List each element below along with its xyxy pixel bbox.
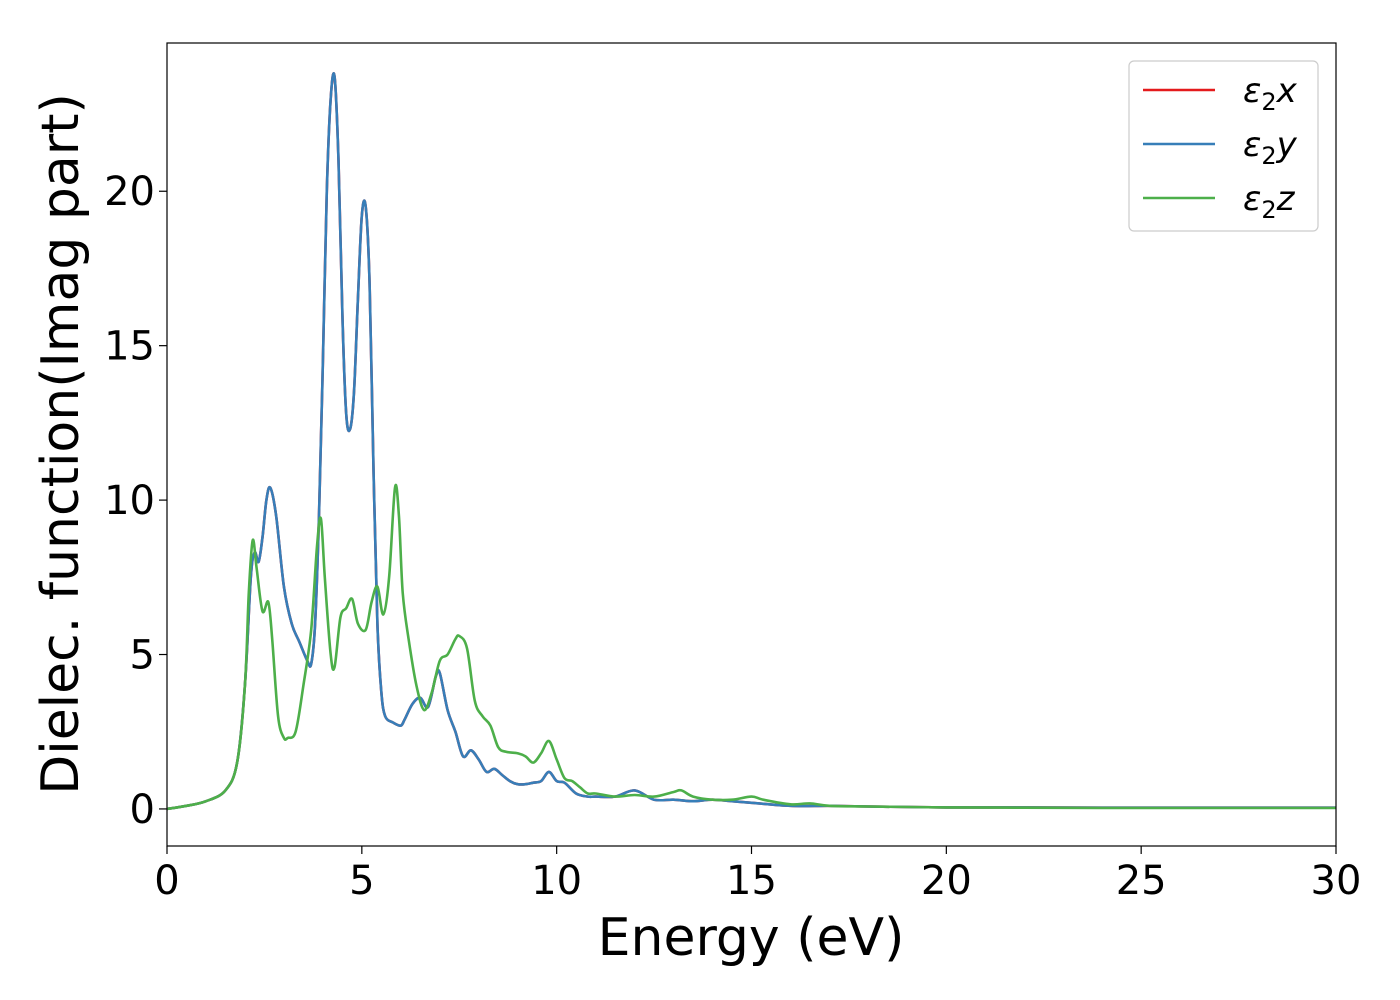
x-tick-label: 0 — [154, 858, 179, 904]
x-tick-label: 15 — [726, 858, 777, 904]
x-tick-label: 10 — [531, 858, 582, 904]
y-tick-label: 20 — [104, 169, 155, 215]
x-tick-label: 5 — [349, 858, 374, 904]
legend-label-z: ε2z — [1243, 179, 1296, 224]
x-tick-label: 25 — [1116, 858, 1167, 904]
legend-label-x: ε2x — [1243, 71, 1298, 116]
series-layer — [167, 72, 1336, 811]
y-tick-label: 0 — [130, 787, 155, 833]
legend-box — [1128, 60, 1319, 232]
y-axis-label: Dielec. function(Imag part) — [31, 93, 91, 795]
y-tick-label: 10 — [104, 478, 155, 524]
legend-label-y: ε2y — [1243, 125, 1298, 170]
x-axis-label: Energy (eV) — [598, 908, 905, 968]
legend: ε2x ε2y ε2z — [1128, 60, 1319, 232]
series-line-z — [167, 483, 1336, 811]
series-line-y — [167, 72, 1336, 811]
x-tick-label: 30 — [1311, 858, 1362, 904]
x-axis: 0 5 10 15 20 25 30 — [154, 846, 1361, 904]
y-axis: 0 5 10 15 20 — [104, 169, 167, 833]
y-tick-label: 5 — [130, 633, 155, 679]
y-tick-label: 15 — [104, 324, 155, 370]
x-tick-label: 20 — [921, 858, 972, 904]
